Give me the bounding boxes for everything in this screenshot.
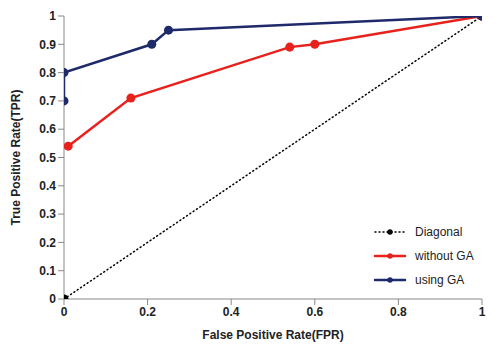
svg-text:0.6: 0.6	[306, 305, 323, 319]
svg-text:0.6: 0.6	[39, 122, 56, 136]
svg-text:0.4: 0.4	[223, 305, 240, 319]
svg-text:0.7: 0.7	[39, 94, 56, 108]
svg-text:True Positive Rate(TPR): True Positive Rate(TPR)	[9, 89, 23, 225]
svg-text:0.9: 0.9	[39, 38, 56, 52]
svg-text:0.2: 0.2	[39, 236, 56, 250]
html-text:Diagonal: Diagonal	[415, 225, 463, 239]
svg-text:0: 0	[49, 292, 56, 306]
svg-text:1: 1	[49, 9, 56, 23]
html-text:without GA: without GA	[415, 249, 474, 263]
svg-text:0.8: 0.8	[39, 66, 56, 80]
svg-text:0.3: 0.3	[39, 207, 56, 221]
svg-text:0.1: 0.1	[39, 264, 56, 278]
svg-text:False Positive Rate(FPR): False Positive Rate(FPR)	[202, 328, 343, 342]
svg-text:0.4: 0.4	[39, 179, 56, 193]
html-text:using GA: using GA	[415, 273, 465, 287]
svg-text:0: 0	[61, 305, 68, 319]
svg-text:0.5: 0.5	[39, 151, 56, 165]
svg-text:0.2: 0.2	[139, 305, 156, 319]
svg-text:1: 1	[479, 305, 486, 319]
svg-text:0.8: 0.8	[390, 305, 407, 319]
